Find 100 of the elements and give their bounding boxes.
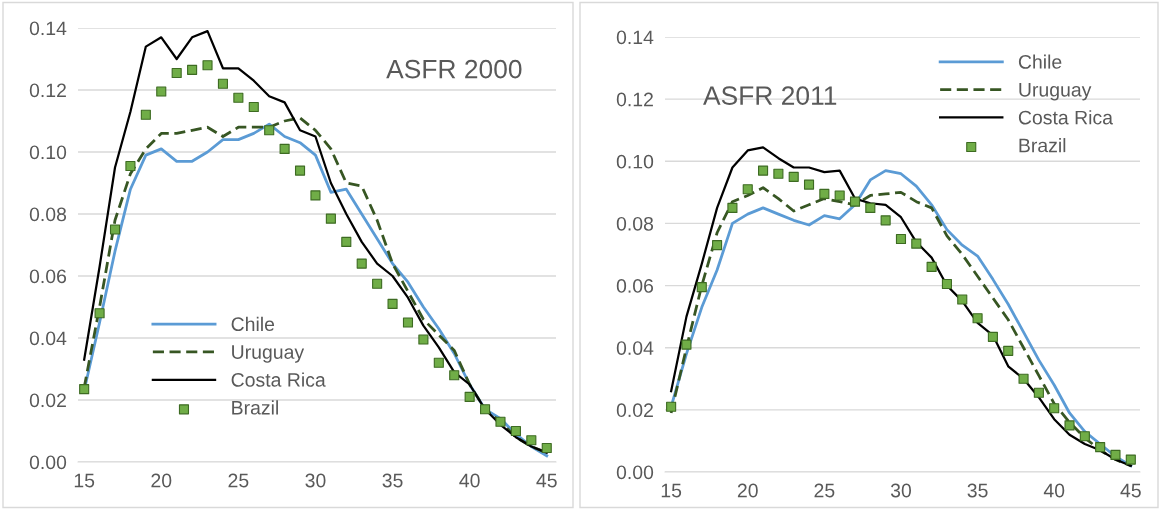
- x-tick-label: 25: [814, 483, 835, 498]
- point: [449, 370, 460, 381]
- x-tick-label: 25: [228, 473, 249, 488]
- point: [294, 165, 306, 176]
- point: [464, 391, 475, 402]
- x-tick-label: 30: [890, 483, 912, 498]
- point: [926, 261, 937, 272]
- point: [372, 278, 383, 289]
- x-tick-label: 15: [74, 473, 95, 488]
- point: [1079, 431, 1090, 442]
- x-tick-label: 15: [661, 483, 682, 498]
- point: [819, 188, 830, 199]
- point: [803, 179, 815, 190]
- point: [480, 404, 491, 415]
- x-tick-label: 30: [305, 473, 326, 488]
- point: [279, 143, 290, 154]
- legend-label: Costa Rica: [231, 372, 326, 387]
- point: [418, 334, 429, 345]
- point: [742, 184, 753, 195]
- y-tick-label: 0.06: [29, 269, 67, 284]
- point: [187, 64, 198, 75]
- point: [325, 213, 336, 224]
- legend-label: Uruguay: [232, 345, 305, 363]
- y-tick-label: 0.06: [616, 279, 654, 293]
- point: [94, 308, 105, 319]
- point: [1049, 403, 1060, 414]
- point: [140, 109, 151, 120]
- legend-label: Brazil: [1019, 138, 1066, 153]
- point: [495, 416, 506, 427]
- x-tick-label: 40: [1043, 483, 1065, 498]
- y-tick-label: 0.00: [616, 465, 654, 480]
- point: [541, 442, 552, 454]
- y-tick-label: 0.08: [29, 207, 67, 222]
- point: [433, 357, 444, 368]
- y-tick-label: 0.10: [616, 154, 654, 169]
- y-tick-label: 0.02: [29, 393, 66, 408]
- y-tick-label: 0.08: [616, 216, 654, 231]
- point: [987, 331, 998, 342]
- point: [217, 78, 228, 89]
- point: [849, 196, 861, 207]
- point: [248, 101, 259, 113]
- point: [1033, 387, 1044, 398]
- point: [264, 125, 275, 136]
- point: [402, 317, 414, 328]
- point: [727, 202, 738, 213]
- point: [880, 215, 891, 226]
- point: [233, 92, 244, 103]
- point: [1064, 420, 1075, 431]
- point: [109, 224, 121, 235]
- point: [156, 86, 167, 97]
- point: [666, 401, 677, 412]
- point: [712, 240, 723, 251]
- x-tick-label: 35: [382, 473, 403, 488]
- legend-label: Costa Rica: [1018, 110, 1113, 125]
- point: [773, 168, 784, 179]
- x-tick-label: 35: [967, 483, 988, 498]
- point: [171, 67, 182, 79]
- legend-label: Chile: [1018, 54, 1062, 69]
- x-tick-label: 45: [1120, 483, 1141, 498]
- x-tick-label: 20: [737, 483, 758, 498]
- point: [310, 190, 321, 201]
- y-tick-label: 0.04: [616, 341, 654, 355]
- point: [1018, 373, 1029, 384]
- point: [788, 171, 799, 182]
- x-tick-label: 20: [151, 473, 172, 488]
- point: [526, 435, 537, 446]
- point: [1095, 442, 1106, 453]
- point: [911, 238, 922, 249]
- point: [957, 294, 968, 305]
- y-tick-label: 0.14: [29, 21, 67, 36]
- y-tick-label: 0.14: [616, 30, 654, 45]
- point: [865, 202, 876, 213]
- y-tick-label: 0.12: [29, 83, 66, 98]
- y-tick-label: 0.02: [616, 403, 653, 418]
- point: [1003, 345, 1014, 356]
- point: [202, 60, 213, 71]
- y-tick-label: 0.04: [29, 331, 67, 346]
- point: [972, 313, 983, 324]
- point: [510, 425, 521, 437]
- point: [941, 278, 952, 290]
- x-tick-label: 45: [536, 473, 557, 488]
- point: [696, 282, 707, 293]
- y-tick-label: 0.10: [29, 145, 67, 160]
- point: [356, 258, 367, 269]
- y-tick-label: 0.12: [616, 92, 653, 107]
- point: [1125, 454, 1136, 465]
- point: [758, 165, 769, 176]
- legend-label: Brazil: [232, 400, 278, 415]
- point: [834, 190, 845, 201]
- point: [125, 160, 136, 172]
- legend-label: Uruguay: [1019, 83, 1092, 101]
- y-tick-label: 0.00: [29, 455, 67, 470]
- point: [681, 339, 692, 350]
- point: [79, 384, 90, 395]
- point: [895, 233, 907, 245]
- point: [1110, 449, 1121, 460]
- point: [387, 298, 398, 309]
- point: [341, 236, 352, 247]
- text: ASFR 2000: [386, 59, 522, 79]
- text: ASFR 2011: [703, 86, 837, 105]
